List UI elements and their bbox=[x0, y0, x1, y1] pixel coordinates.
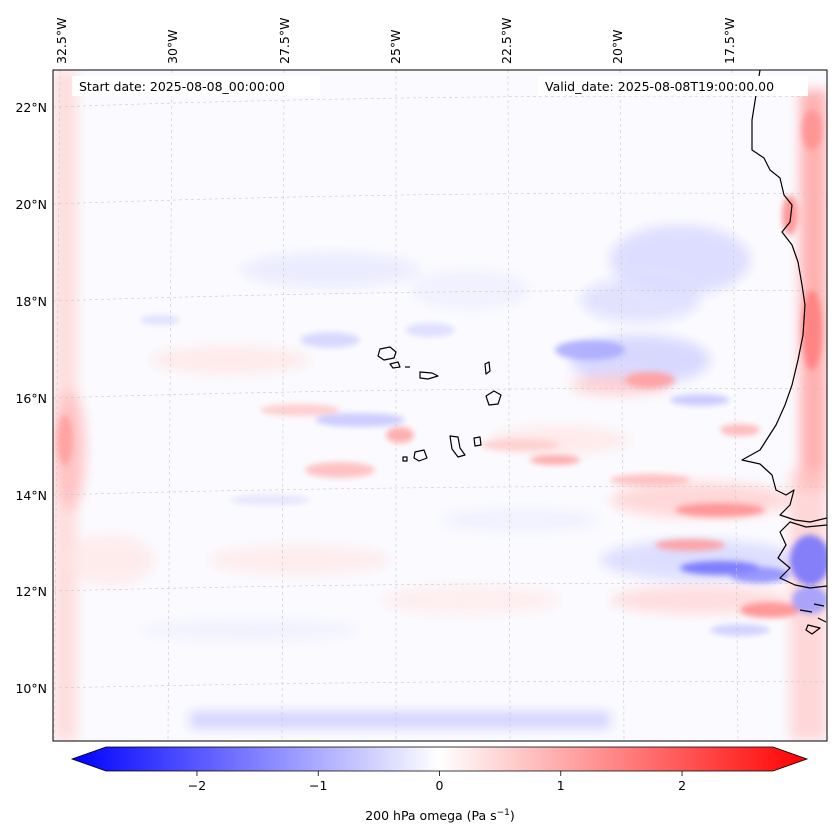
gridline-lon-32-5 bbox=[53, 70, 61, 741]
gridline-lat-12 bbox=[53, 583, 827, 592]
gridline-lon-20 bbox=[619, 70, 625, 741]
lat-tick-label: 10°N bbox=[15, 681, 47, 696]
valid-date-label: Valid_date: 2025-08-08T19:00:00.00 bbox=[545, 79, 774, 94]
colorbar-tick-label: −1 bbox=[309, 778, 327, 793]
gridline-lon-22-5 bbox=[507, 70, 511, 741]
lon-tick-label: 27.5°W bbox=[277, 18, 292, 64]
island-sao-vicente bbox=[389, 361, 401, 369]
gridline-lat-20 bbox=[53, 192, 827, 205]
coastline-africa-south bbox=[777, 521, 827, 589]
island-brava bbox=[402, 456, 408, 462]
gridline-lon-17-5 bbox=[731, 70, 739, 741]
lat-tick-label: 12°N bbox=[15, 584, 47, 599]
colorbar-label-close: ) bbox=[510, 808, 515, 823]
colorbar-tick-label: 0 bbox=[436, 778, 444, 793]
colorbar-label: 200 hPa omega (Pa s−1) bbox=[365, 808, 515, 823]
lon-tick-label: 32.5°W bbox=[54, 18, 69, 64]
gridlines bbox=[53, 70, 827, 741]
colorbar-label-text: 200 hPa omega (Pa s bbox=[365, 808, 496, 823]
colorbar: −2 −1 0 1 2 200 hPa omega (Pa s−1) bbox=[70, 746, 809, 823]
lat-tick-label: 22°N bbox=[15, 100, 47, 115]
island-boa-vista bbox=[485, 390, 502, 406]
colorbar-ticks: −2 −1 0 1 2 bbox=[188, 771, 686, 793]
gridline-lon-30 bbox=[167, 70, 173, 741]
omega-field bbox=[53, 70, 827, 741]
island-santo-antao bbox=[377, 346, 397, 361]
lon-tick-label: 17.5°W bbox=[722, 18, 737, 64]
lat-tick-label: 18°N bbox=[15, 294, 47, 309]
island-santiago bbox=[449, 435, 466, 458]
island-sao-nicolau bbox=[419, 371, 439, 380]
colorbar-label-exponent: −1 bbox=[497, 808, 510, 818]
gridline-lat-18 bbox=[53, 290, 827, 302]
coastlines bbox=[377, 70, 827, 635]
colorbar-bar bbox=[70, 746, 809, 772]
map-frame bbox=[52, 69, 828, 742]
gridline-lat-22 bbox=[53, 95, 827, 108]
gridline-lat-14 bbox=[53, 486, 827, 496]
lat-tick-label: 14°N bbox=[15, 488, 47, 503]
coastline-africa bbox=[741, 70, 827, 523]
gridline-lat-16 bbox=[53, 388, 827, 399]
longitude-axis: 32.5°W 30°W 27.5°W 25°W 22.5°W 20°W 17.5… bbox=[54, 18, 737, 64]
lon-tick-label: 22.5°W bbox=[499, 18, 514, 64]
lon-tick-label: 20°W bbox=[610, 29, 625, 64]
island-maio bbox=[473, 436, 482, 447]
lat-tick-label: 20°N bbox=[15, 197, 47, 212]
valid-date-box bbox=[538, 76, 808, 96]
gridline-lat-10 bbox=[53, 680, 827, 689]
island-fogo bbox=[413, 449, 428, 462]
colorbar-tick-label: −2 bbox=[188, 778, 206, 793]
colorbar-tick-label: 2 bbox=[678, 778, 686, 793]
colorbar-tick-label: 1 bbox=[557, 778, 565, 793]
gridline-lon-27-5 bbox=[281, 70, 285, 741]
map-panel: Start date: 2025-08-08_00:00:00 Valid_da… bbox=[52, 69, 828, 742]
lon-tick-label: 30°W bbox=[165, 29, 180, 64]
start-date-box bbox=[72, 76, 320, 96]
coastline-bijagos bbox=[799, 603, 827, 635]
island-sal bbox=[484, 361, 491, 375]
lat-tick-label: 16°N bbox=[15, 391, 47, 406]
latitude-axis: 22°N 20°N 18°N 16°N 14°N 12°N 10°N bbox=[15, 100, 47, 696]
start-date-label: Start date: 2025-08-08_00:00:00 bbox=[79, 79, 285, 94]
lon-tick-label: 25°W bbox=[388, 29, 403, 64]
